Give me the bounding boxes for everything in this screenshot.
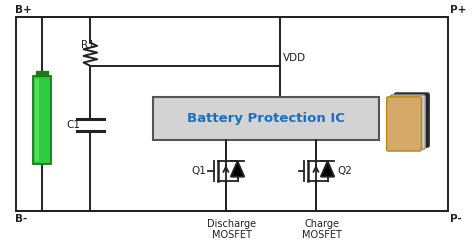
Text: Discharge
MOSFET: Discharge MOSFET — [207, 219, 256, 240]
Bar — [36, 71, 48, 77]
Bar — [153, 97, 379, 140]
Text: Battery Protection IC: Battery Protection IC — [187, 112, 345, 125]
Text: Q1: Q1 — [191, 166, 207, 176]
Text: B+: B+ — [15, 5, 32, 15]
FancyBboxPatch shape — [394, 93, 429, 147]
Text: B-: B- — [15, 214, 27, 224]
Bar — [33, 77, 51, 164]
Text: C1: C1 — [66, 120, 80, 130]
FancyBboxPatch shape — [391, 95, 425, 149]
Text: Charge
MOSFET: Charge MOSFET — [302, 219, 342, 240]
Polygon shape — [321, 161, 334, 177]
Text: Q2: Q2 — [337, 166, 352, 176]
Text: R1: R1 — [81, 40, 94, 50]
Text: P+: P+ — [449, 5, 466, 15]
FancyBboxPatch shape — [387, 97, 421, 151]
Bar — [35, 79, 39, 161]
Polygon shape — [231, 161, 244, 177]
Text: VDD: VDD — [283, 53, 306, 63]
Text: P-: P- — [449, 214, 461, 224]
